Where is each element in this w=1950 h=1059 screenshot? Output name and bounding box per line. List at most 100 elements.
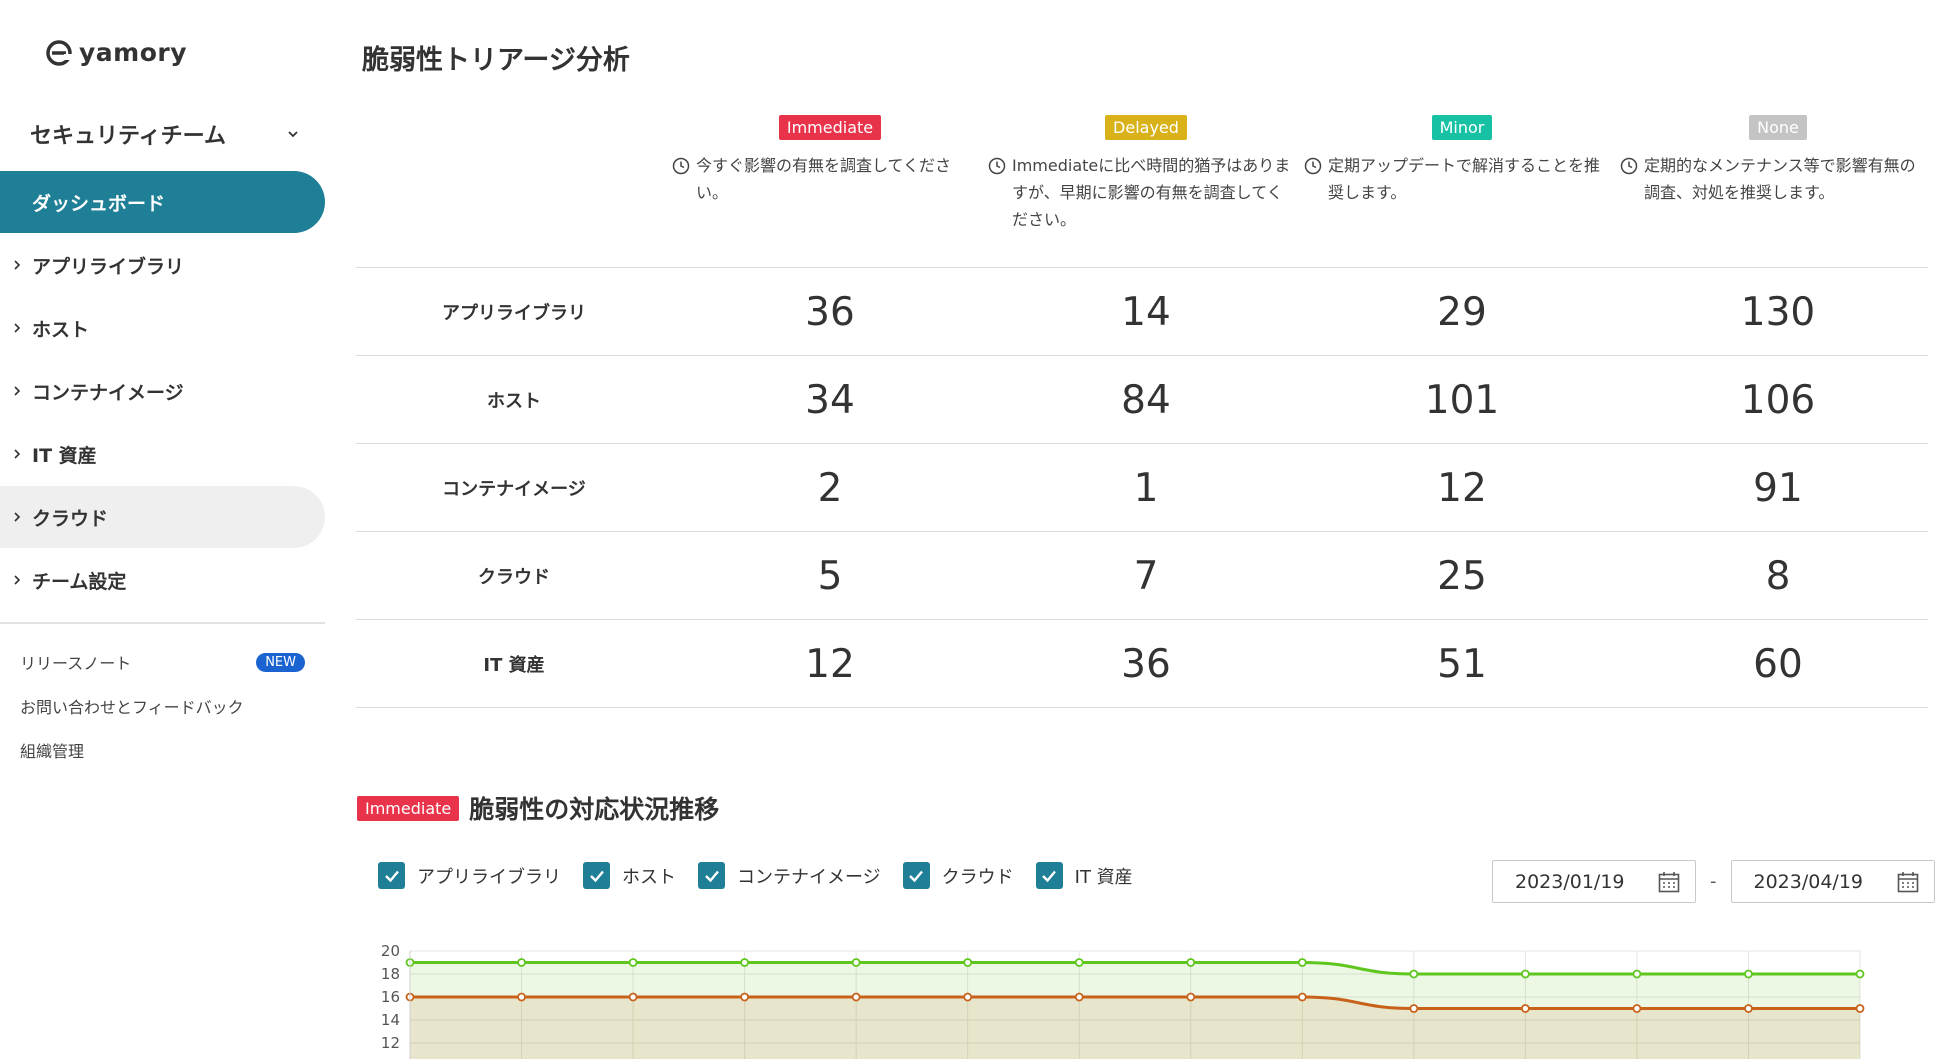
data-point — [1297, 992, 1307, 1002]
data-point — [1074, 958, 1084, 967]
count-cell[interactable]: 29 — [1437, 289, 1487, 335]
organization-label: 組織管理 — [20, 742, 85, 761]
y-tick-label: 20 — [381, 942, 400, 960]
data-point — [1186, 992, 1196, 1002]
count-cell[interactable]: 84 — [1121, 377, 1171, 423]
series-area — [410, 997, 1860, 1059]
filter-label: IT 資産 — [1074, 866, 1133, 888]
data-point — [1074, 992, 1084, 1002]
sidebar-item-label: チーム設定 — [32, 570, 127, 593]
count-cell[interactable]: 14 — [1121, 289, 1171, 335]
triage-desc-text: 定期的なメンテナンス等で影響有無の調査、対処を推奨します。 — [1644, 156, 1916, 202]
count-cell[interactable]: 12 — [805, 641, 855, 687]
data-point — [1855, 969, 1865, 979]
sidebar: yamory セキュリティチーム ダッシュボード アプリライブラリ ホスト コン… — [0, 0, 330, 1059]
data-point — [851, 992, 861, 1002]
checkbox-checked[interactable] — [698, 862, 725, 889]
count-cell[interactable]: 36 — [805, 289, 855, 335]
data-point — [1632, 969, 1642, 979]
trend-filters: アプリライブラリ ホスト コンテナイメージ クラウド IT 資産 — [378, 862, 1133, 889]
sidebar-item-team-settings[interactable]: チーム設定 — [0, 549, 325, 611]
release-notes-label: リリースノート — [20, 654, 132, 673]
sidebar-item-host[interactable]: ホスト — [0, 297, 325, 359]
data-point — [1744, 1004, 1753, 1013]
count-cell[interactable]: 12 — [1437, 465, 1487, 511]
logo[interactable]: yamory — [45, 38, 187, 67]
row-label: アプリライブラリ — [442, 303, 586, 324]
table-row: IT 資産 12 36 51 60 — [356, 620, 1928, 708]
team-selector[interactable]: セキュリティチーム — [30, 118, 300, 150]
count-cell[interactable]: 51 — [1437, 641, 1487, 687]
filter-it-assets[interactable]: IT 資産 — [1035, 862, 1133, 889]
data-point — [740, 958, 750, 967]
data-point — [517, 992, 526, 1002]
sidebar-item-cloud[interactable]: クラウド — [0, 486, 325, 548]
series-line — [410, 995, 1860, 1010]
count-cell[interactable]: 60 — [1753, 641, 1803, 687]
count-cell[interactable]: 5 — [817, 553, 843, 599]
sidebar-nav: ダッシュボード アプリライブラリ ホスト コンテナイメージ IT 資産 クラウド… — [0, 171, 325, 612]
sidebar-item-app-library[interactable]: アプリライブラリ — [0, 234, 325, 296]
sidebar-footer: リリースノート NEW お問い合わせとフィードバック 組織管理 — [20, 640, 305, 772]
sidebar-item-label: クラウド — [32, 507, 109, 530]
count-cell[interactable]: 2 — [817, 465, 843, 511]
count-cell[interactable]: 106 — [1740, 377, 1816, 423]
feedback-link[interactable]: お問い合わせとフィードバック — [20, 684, 305, 728]
chevron-right-icon — [14, 386, 21, 396]
chevron-right-icon — [14, 323, 21, 333]
data-point — [628, 992, 638, 1002]
count-cell[interactable]: 8 — [1765, 553, 1791, 599]
data-point — [963, 958, 973, 967]
check-icon — [909, 870, 924, 882]
calendar-icon — [1658, 871, 1680, 892]
sidebar-item-dashboard[interactable]: ダッシュボード — [0, 171, 325, 233]
clock-icon — [1304, 157, 1322, 175]
chevron-right-icon — [14, 260, 21, 270]
release-notes-link[interactable]: リリースノート NEW — [20, 640, 305, 684]
organization-link[interactable]: 組織管理 — [20, 728, 305, 772]
yamory-logo-icon — [46, 39, 73, 66]
count-cell[interactable]: 36 — [1121, 641, 1171, 687]
triage-table: Immediate 今すぐ影響の有無を調査してください。 Delayed Imm… — [356, 115, 1928, 708]
filter-cloud[interactable]: クラウド — [902, 862, 1014, 889]
filter-host[interactable]: ホスト — [583, 862, 676, 889]
triage-desc-text: 今すぐ影響の有無を調査してください。 — [696, 156, 952, 202]
count-cell[interactable]: 25 — [1437, 553, 1487, 599]
data-point — [1520, 1004, 1530, 1013]
triage-column-none: None 定期的なメンテナンス等で影響有無の調査、対処を推奨します。 — [1620, 115, 1936, 206]
checkbox-checked[interactable] — [902, 862, 930, 889]
triage-column-immediate: Immediate 今すぐ影響の有無を調査してください。 — [672, 115, 988, 206]
sidebar-item-it-assets[interactable]: IT 資産 — [0, 423, 325, 485]
filter-label: クラウド — [941, 866, 1014, 888]
data-point — [1744, 969, 1753, 979]
date-from-field[interactable]: 2023/01/19 — [1492, 860, 1696, 903]
data-point — [628, 958, 638, 967]
triage-column-desc: 定期的なメンテナンス等で影響有無の調査、対処を推奨します。 — [1620, 152, 1936, 206]
filter-app-library[interactable]: アプリライブラリ — [378, 862, 561, 889]
triage-column-delayed: Delayed Immediateに比べ時間的猶予はありますが、早期に影響の有無… — [988, 115, 1304, 233]
check-icon — [384, 870, 399, 882]
sidebar-item-label: ダッシュボード — [32, 192, 166, 215]
chevron-right-icon — [14, 512, 21, 522]
checkbox-checked[interactable] — [1035, 862, 1063, 889]
chevron-right-icon — [14, 449, 21, 459]
count-cell[interactable]: 101 — [1424, 377, 1500, 423]
count-cell[interactable]: 91 — [1753, 465, 1803, 511]
count-cell[interactable]: 34 — [805, 377, 855, 423]
filter-container-image[interactable]: コンテナイメージ — [698, 862, 881, 889]
y-tick-label: 12 — [381, 1034, 400, 1052]
sidebar-item-label: コンテナイメージ — [32, 381, 184, 404]
count-cell[interactable]: 1 — [1133, 465, 1159, 511]
checkbox-checked[interactable] — [378, 862, 405, 889]
logo-text: yamory — [79, 38, 188, 67]
clock-icon — [672, 157, 690, 175]
checkbox-checked[interactable] — [583, 862, 610, 889]
data-point — [517, 958, 526, 967]
date-to-field[interactable]: 2023/04/19 — [1730, 860, 1935, 903]
check-icon — [704, 870, 719, 882]
count-cell[interactable]: 130 — [1740, 289, 1816, 335]
triage-header: Immediate 今すぐ影響の有無を調査してください。 Delayed Imm… — [356, 115, 1928, 268]
sidebar-item-container-image[interactable]: コンテナイメージ — [0, 360, 325, 422]
count-cell[interactable]: 7 — [1133, 553, 1159, 599]
y-tick-label: 16 — [381, 988, 400, 1006]
